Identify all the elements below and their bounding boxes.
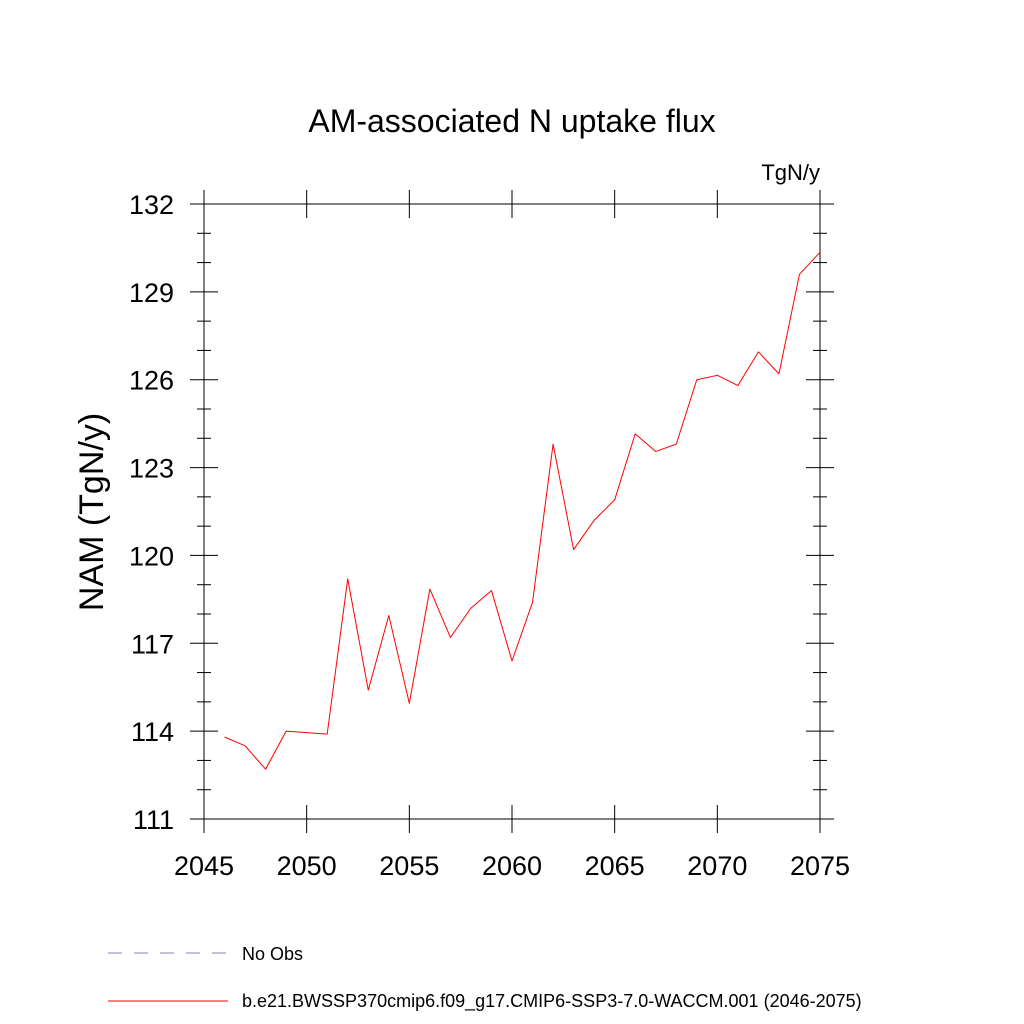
plot-frame [203, 203, 821, 820]
x-tick-label: 2070 [687, 851, 747, 881]
x-tick-label: 2050 [277, 851, 337, 881]
chart-title: AM-associated N uptake flux [308, 103, 715, 139]
y-tick-label: 129 [129, 278, 174, 308]
legend-label-no-obs: No Obs [242, 944, 303, 964]
y-axis-ticks [190, 203, 834, 820]
series-layer [224, 251, 821, 770]
y-tick-label: 117 [131, 629, 174, 659]
x-tick-label: 2065 [585, 851, 645, 881]
y-tick-label: 132 [129, 190, 174, 220]
units-label: TgN/y [761, 160, 820, 185]
y-axis-tick-labels: 111 114 117 120 123 126 129 132 [129, 190, 174, 835]
x-tick-label: 2075 [790, 851, 850, 881]
y-tick-label: 126 [129, 366, 174, 396]
y-tick-label: 120 [129, 541, 174, 571]
y-tick-label: 111 [133, 805, 174, 835]
legend-label-model: b.e21.BWSSP370cmip6.f09_g17.CMIP6-SSP3-7… [242, 991, 862, 1012]
x-axis-tick-labels: 2045 2050 2055 2060 2065 2070 2075 [174, 851, 850, 881]
series-line-0 [224, 251, 821, 770]
x-tick-label: 2055 [379, 851, 439, 881]
y-tick-label: 114 [131, 717, 174, 747]
legend: No Obs b.e21.BWSSP370cmip6.f09_g17.CMIP6… [108, 944, 862, 1012]
x-tick-label: 2060 [482, 851, 542, 881]
y-axis-label: NAM (TgN/y) [73, 413, 111, 611]
y-tick-label: 123 [129, 454, 174, 484]
x-axis-ticks [203, 190, 821, 833]
x-tick-label: 2045 [174, 851, 234, 881]
